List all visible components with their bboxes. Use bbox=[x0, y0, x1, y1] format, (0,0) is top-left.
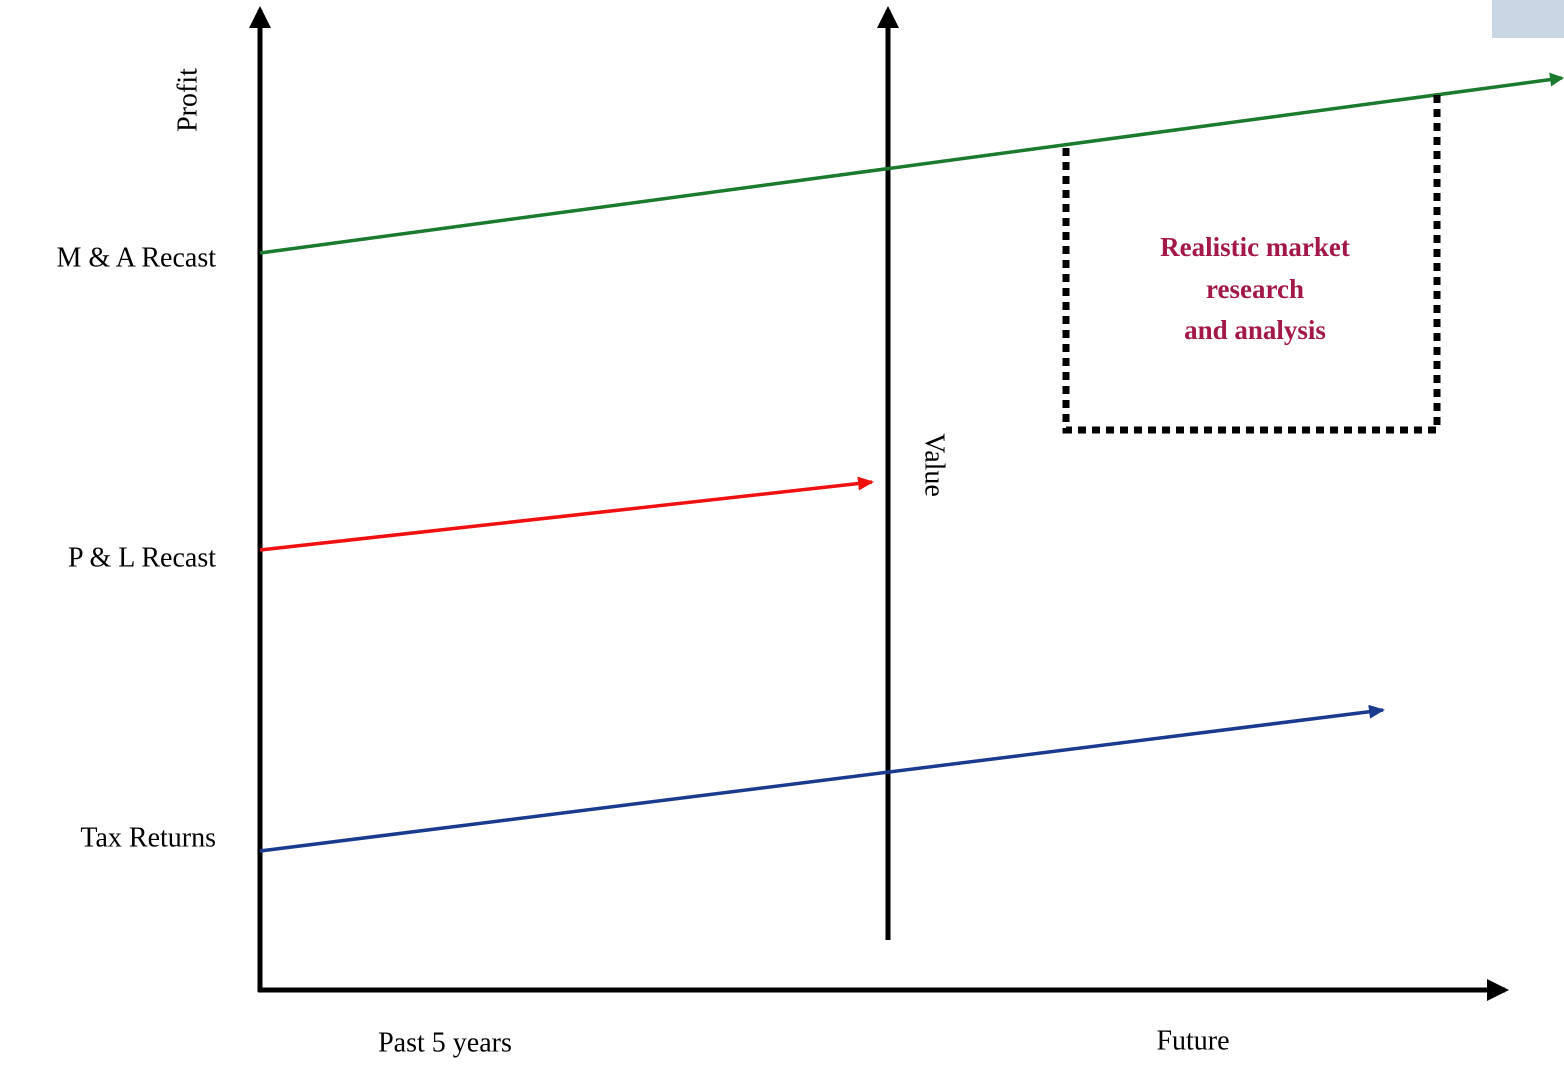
level-label: P & L Recast bbox=[68, 542, 216, 573]
x-axis-label: Future bbox=[1156, 1025, 1229, 1056]
callout-text: and analysis bbox=[1184, 315, 1326, 345]
diagram: Profit Value M & A Recast P & L Recast T… bbox=[0, 0, 1564, 1068]
x-axis-label: Past 5 years bbox=[378, 1027, 512, 1058]
pl-recast-line bbox=[260, 482, 872, 550]
level-label: Tax Returns bbox=[80, 822, 216, 853]
divider-label: Value bbox=[919, 433, 950, 497]
callout-box bbox=[1066, 95, 1437, 430]
callout-text: research bbox=[1206, 274, 1304, 304]
corner-image bbox=[1492, 0, 1564, 38]
tax-returns-line bbox=[260, 710, 1383, 851]
y-axis-label: Profit bbox=[172, 68, 203, 132]
level-label: M & A Recast bbox=[57, 242, 217, 273]
ma-recast-line bbox=[260, 78, 1562, 253]
callout-text: Realistic market bbox=[1160, 232, 1350, 262]
